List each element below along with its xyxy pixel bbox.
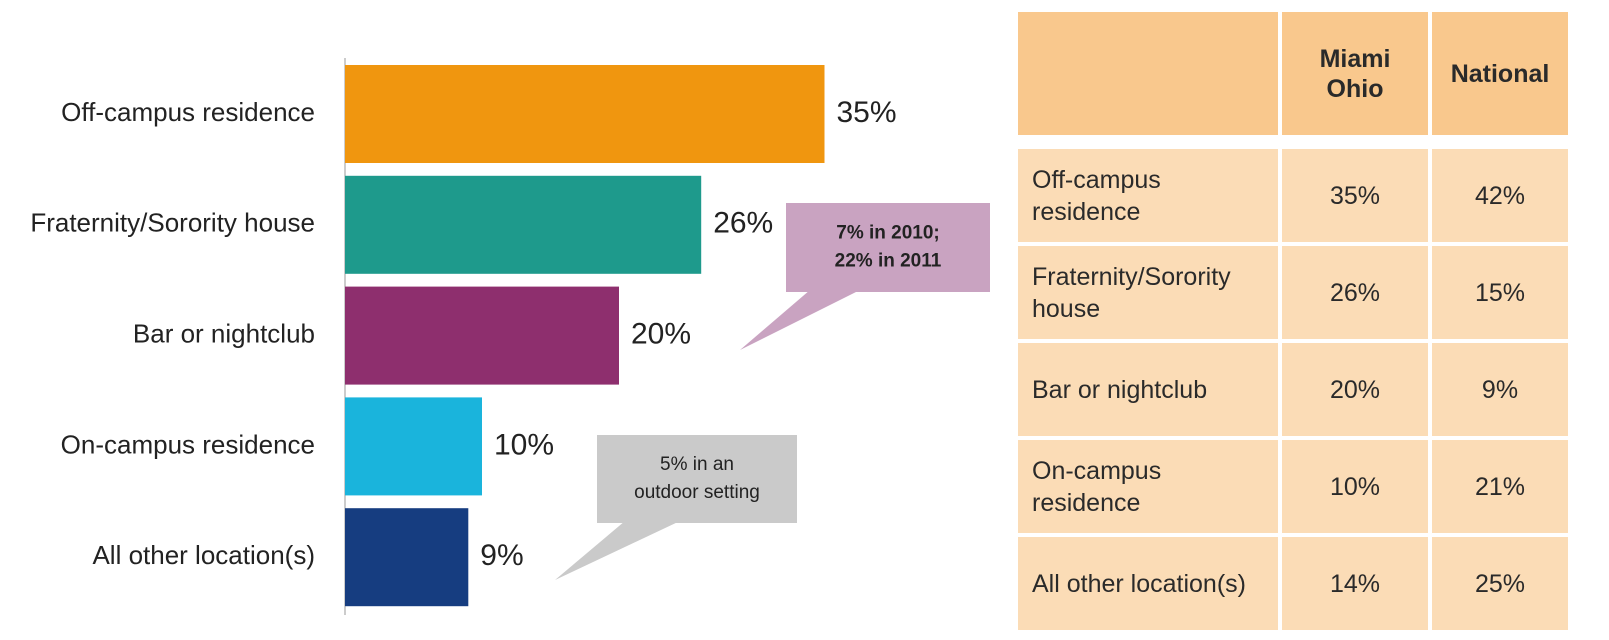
table-cell: Off-campus residence [1018, 149, 1278, 242]
bar [345, 397, 482, 496]
category-label: Bar or nightclub [133, 318, 315, 348]
category-label: Off-campus residence [61, 97, 315, 127]
table-cell: 25% [1432, 537, 1568, 630]
bar [345, 508, 469, 607]
category-label: All other location(s) [92, 540, 315, 570]
value-label: 9% [480, 539, 523, 572]
category-label: On-campus residence [61, 429, 315, 459]
table-cell: 9% [1432, 343, 1568, 436]
header-row: Miami Ohio National [1018, 12, 1568, 135]
callout-text: 22% in 2011 [835, 251, 942, 272]
header-cell [1018, 12, 1278, 135]
spacer [1018, 139, 1568, 145]
callout-text: 7% in 2010; [836, 223, 940, 244]
header-cell: Miami Ohio [1282, 12, 1428, 135]
table-cell: Bar or nightclub [1018, 343, 1278, 436]
callout-box [597, 435, 797, 523]
value-label: 35% [837, 96, 897, 129]
category-label: Fraternity/Sorority house [30, 208, 315, 238]
table: Miami Ohio National Off-campus residence… [1014, 8, 1572, 634]
bar [345, 175, 702, 274]
table-cell: Fraternity/Sorority house [1018, 246, 1278, 339]
callout-text: outdoor setting [634, 482, 760, 503]
callout-pointer [555, 521, 680, 580]
table-cell: 21% [1432, 440, 1568, 533]
table-cell: 35% [1282, 149, 1428, 242]
table-row: Off-campus residence 35% 42% [1018, 149, 1568, 242]
value-label: 10% [494, 428, 554, 461]
callout-box [786, 203, 990, 292]
table-cell: All other location(s) [1018, 537, 1278, 630]
callout-pointer [740, 290, 860, 350]
table-row: Bar or nightclub 20% 9% [1018, 343, 1568, 436]
table-cell: 26% [1282, 246, 1428, 339]
table-cell: 20% [1282, 343, 1428, 436]
table-row: Fraternity/Sorority house 26% 15% [1018, 246, 1568, 339]
bar [345, 65, 825, 163]
table-row: All other location(s) 14% 25% [1018, 537, 1568, 630]
value-label: 26% [713, 207, 773, 240]
chart: Off-campus residence 35% Fraternity/Sorori… [30, 58, 990, 615]
table-cell: 14% [1282, 537, 1428, 630]
header-cell: National [1432, 12, 1568, 135]
callout-text: 5% in an [660, 454, 734, 475]
table-cell: 42% [1432, 149, 1568, 242]
table-cell: 10% [1282, 440, 1428, 533]
table-cell: On-campus residence [1018, 440, 1278, 533]
table-row: On-campus residence 10% 21% [1018, 440, 1568, 533]
bar [345, 286, 619, 385]
table-cell: 15% [1432, 246, 1568, 339]
value-label: 20% [631, 318, 691, 351]
